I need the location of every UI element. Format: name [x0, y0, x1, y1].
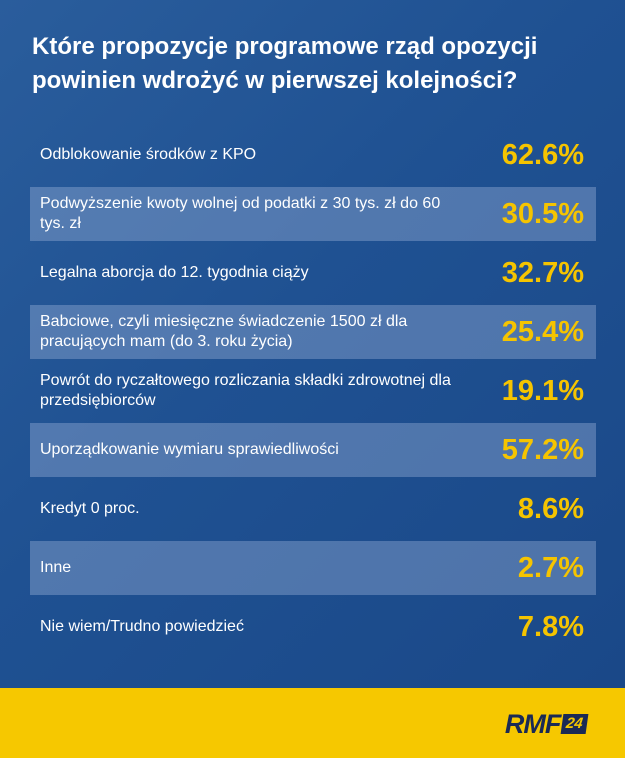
table-row: Legalna aborcja do 12. tygodnia ciąży 32…	[30, 246, 596, 300]
logo-text: RMF	[504, 709, 561, 739]
table-row: Kredyt 0 proc. 8.6%	[30, 482, 596, 536]
row-label: Nie wiem/Trudno powiedzieć	[40, 618, 244, 635]
row-value: 62.6%	[501, 138, 584, 171]
row-value: 8.6%	[517, 492, 584, 525]
row-value: 2.7%	[517, 551, 584, 584]
row-label: Powrót do ryczałtowego rozliczania skład…	[40, 372, 451, 409]
table-row: Odblokowanie środków z KPO 62.6%	[30, 128, 596, 182]
row-value: 32.7%	[501, 256, 584, 289]
footer-bar: RMF 24	[0, 688, 625, 758]
table-row: Podwyższenie kwoty wolnej od podatki z 3…	[30, 187, 596, 241]
row-label: Uporządkowanie wymiaru sprawiedliwości	[40, 441, 339, 458]
table-row: Uporządkowanie wymiaru sprawiedliwości 5…	[30, 423, 596, 477]
chart-title: Które propozycje programowe rząd opozycj…	[32, 33, 538, 94]
chart-panel: Które propozycje programowe rząd opozycj…	[0, 0, 625, 688]
rmf24-logo: RMF 24	[504, 709, 589, 739]
row-value: 57.2%	[501, 433, 584, 466]
row-label: Podwyższenie kwoty wolnej od podatki z 3…	[40, 195, 441, 232]
table-row: Powrót do ryczałtowego rozliczania skład…	[30, 364, 596, 418]
table-row: Nie wiem/Trudno powiedzieć 7.8%	[30, 600, 596, 654]
row-label: Kredyt 0 proc.	[40, 500, 140, 517]
row-label: Legalna aborcja do 12. tygodnia ciąży	[40, 264, 309, 281]
row-value: 30.5%	[501, 197, 584, 230]
row-label: Inne	[40, 559, 72, 576]
row-value: 19.1%	[501, 374, 584, 407]
table-row: Inne 2.7%	[30, 541, 596, 595]
table-row: Babciowe, czyli miesięczne świadczenie 1…	[30, 305, 596, 359]
row-label: Odblokowanie środków z KPO	[40, 146, 257, 163]
row-label: Babciowe, czyli miesięczne świadczenie 1…	[40, 313, 408, 350]
results-table: Odblokowanie środków z KPO 62.6% Podwyżs…	[30, 128, 596, 659]
logo-number: 24	[560, 714, 589, 734]
row-value: 7.8%	[517, 610, 584, 643]
row-value: 25.4%	[501, 315, 584, 348]
